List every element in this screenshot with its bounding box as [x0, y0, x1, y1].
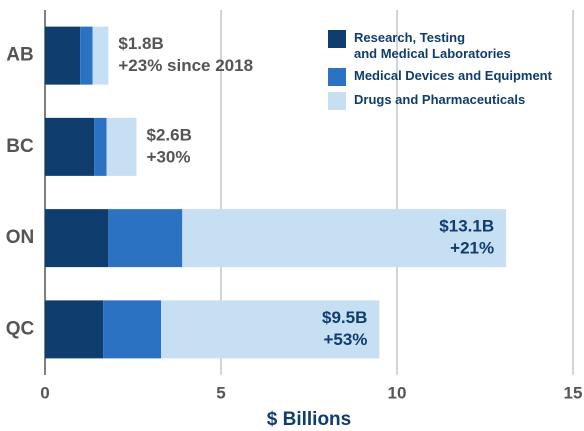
y-tick-label: AB [6, 45, 33, 66]
legend-label: Drugs and Pharmaceuticals [354, 92, 526, 107]
bar-segment [80, 26, 93, 85]
total-label: $1.8B [118, 34, 163, 53]
legend-item: Research, Testing and Medical Laboratori… [328, 30, 578, 62]
x-axis-label: $ Billions [267, 409, 351, 430]
change-label: +53% [323, 330, 367, 349]
legend-label: Research, Testing and Medical Laboratori… [354, 30, 511, 61]
total-label: $2.6B [147, 125, 192, 144]
bar-segment [45, 26, 81, 85]
total-label: $9.5B [322, 308, 367, 327]
legend: Research, Testing and Medical Laboratori… [328, 30, 578, 116]
bar-segment [92, 26, 109, 85]
x-tick-label: 0 [40, 383, 49, 402]
x-tick-label: 10 [388, 383, 407, 402]
y-tick-label: BC [6, 136, 34, 157]
change-label: +30% [147, 147, 191, 166]
bar-segment [45, 117, 95, 176]
bar-segment [182, 209, 507, 268]
bar-segment [106, 117, 137, 176]
bar-segment [45, 209, 109, 268]
legend-item: Medical Devices and Equipment [328, 68, 578, 86]
x-tick-label: 15 [564, 383, 583, 402]
x-tick-label: 5 [216, 383, 225, 402]
change-label: +23% since 2018 [118, 56, 253, 75]
y-tick-label: QC [6, 318, 35, 339]
legend-label: Medical Devices and Equipment [354, 68, 552, 83]
y-tick-label: ON [6, 227, 35, 248]
legend-swatch [328, 68, 346, 86]
bar-segment [103, 300, 162, 359]
total-label: $13.1B [439, 217, 494, 236]
bar-segment [45, 300, 104, 359]
bar-segment [94, 117, 107, 176]
legend-swatch [328, 92, 346, 110]
legend-swatch [328, 30, 346, 48]
bar-segment [161, 300, 380, 359]
change-label: +21% [450, 239, 494, 258]
legend-item: Drugs and Pharmaceuticals [328, 92, 578, 110]
bar-segment [108, 209, 183, 268]
